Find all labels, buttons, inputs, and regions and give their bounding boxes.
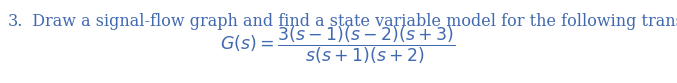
Text: $G(s) = \dfrac{3(s-1)(s-2)(s+3)}{s(s+1)(s+2)}$: $G(s) = \dfrac{3(s-1)(s-2)(s+3)}{s(s+1)(…	[220, 24, 456, 66]
Text: Draw a signal-flow graph and find a state variable model for the following trans: Draw a signal-flow graph and find a stat…	[22, 13, 677, 30]
Text: 3.: 3.	[8, 13, 24, 30]
